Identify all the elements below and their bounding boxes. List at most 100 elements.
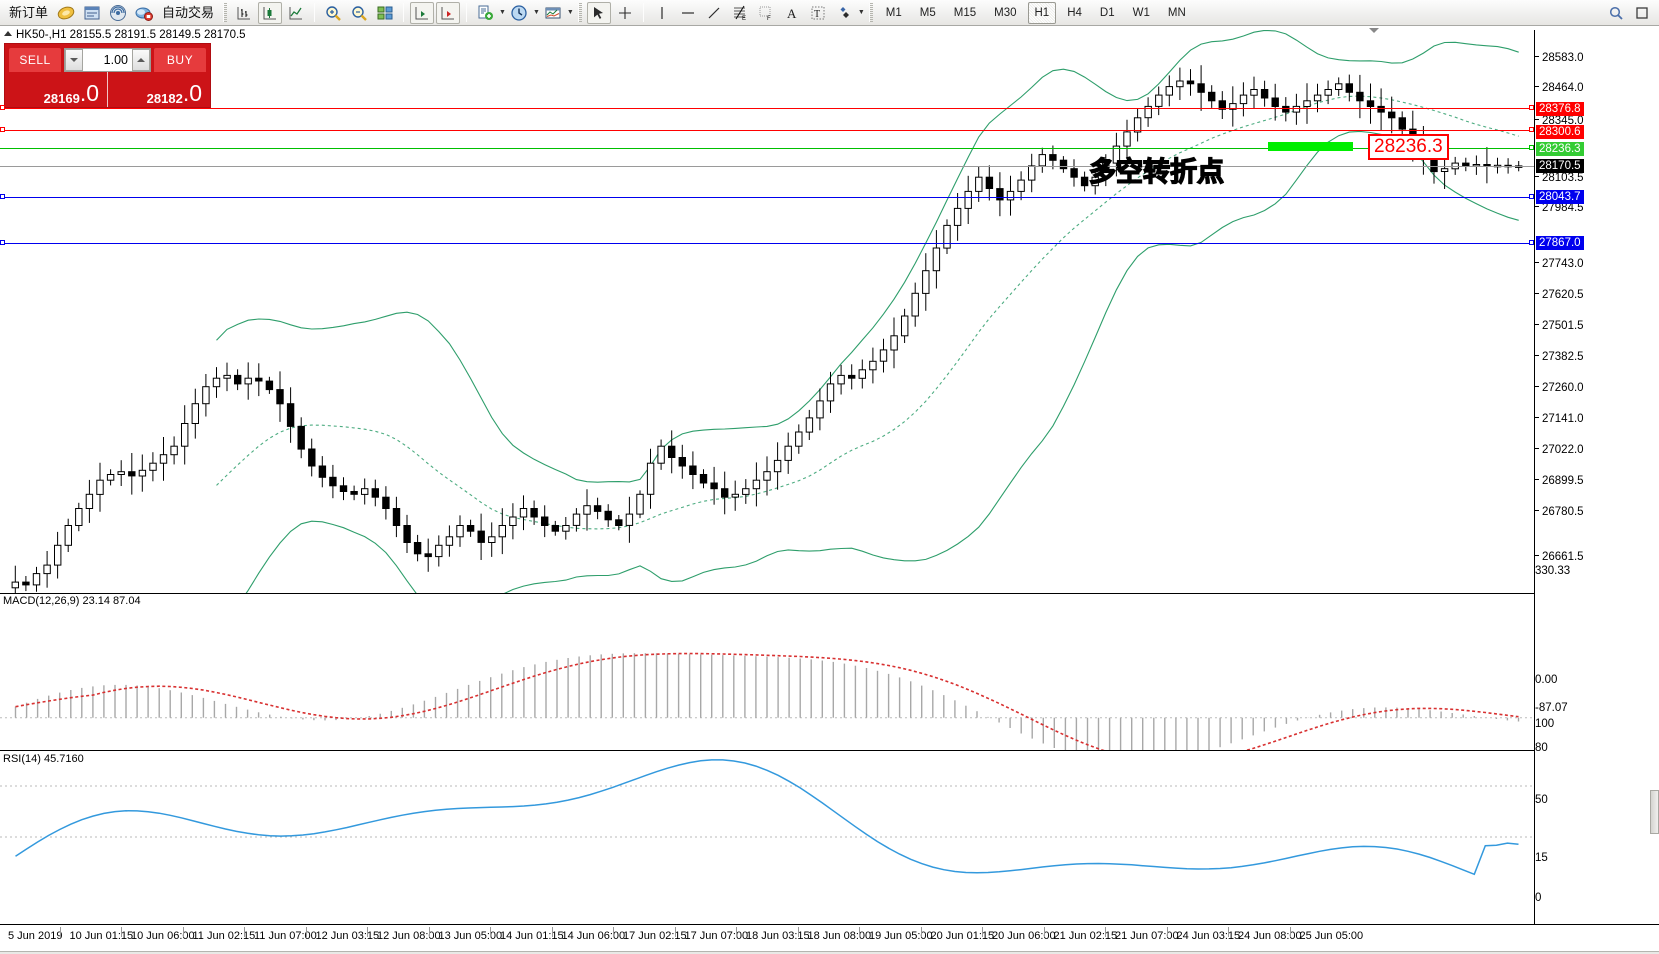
toolbar-separator bbox=[403, 3, 405, 22]
trendline-icon[interactable] bbox=[702, 2, 726, 24]
toolbar-grip[interactable] bbox=[577, 3, 582, 22]
level-line-28376[interactable] bbox=[0, 108, 1534, 109]
price-tick: 27022.0 bbox=[1535, 444, 1584, 456]
time-tick-separator bbox=[1228, 927, 1229, 937]
level-handle-28300[interactable] bbox=[1529, 127, 1534, 132]
level-handle-28376-left[interactable] bbox=[0, 105, 5, 110]
shift-end-icon[interactable] bbox=[410, 1, 435, 24]
timeframe-m30[interactable]: M30 bbox=[994, 6, 1017, 19]
sell-price-fraction: .0 bbox=[79, 80, 99, 106]
timeframe-h4[interactable]: H4 bbox=[1067, 6, 1082, 19]
timeframe-w1[interactable]: W1 bbox=[1132, 6, 1150, 19]
chart-annotation[interactable]: 多空转折点 bbox=[1088, 156, 1224, 188]
chevron-down-icon[interactable]: ▼ bbox=[499, 9, 506, 16]
timeframe-d1[interactable]: D1 bbox=[1099, 6, 1115, 19]
expert-advisor-icon[interactable] bbox=[54, 2, 78, 24]
hline-icon[interactable] bbox=[676, 2, 700, 24]
price-scale[interactable]: 28583.0 28464.0 28345.0 28103.5 27984.5 … bbox=[1534, 30, 1659, 924]
candlestick-chart-icon[interactable] bbox=[258, 1, 283, 24]
price-label-27867[interactable]: 27867.0 bbox=[1536, 236, 1584, 250]
price-tag-28236[interactable]: 28236.3 bbox=[1368, 134, 1449, 160]
level-line-28236[interactable] bbox=[0, 148, 1534, 149]
price-chart-canvas[interactable] bbox=[0, 30, 1534, 593]
timeframe-m15[interactable]: M15 bbox=[953, 6, 977, 19]
toolbar-separator bbox=[642, 3, 644, 22]
level-line-28043[interactable] bbox=[0, 197, 1534, 198]
maximize-icon[interactable] bbox=[1630, 2, 1654, 24]
zoom-in-icon[interactable] bbox=[321, 2, 345, 24]
price-tick: 27984.5 bbox=[1535, 202, 1584, 214]
level-handle-28300-left[interactable] bbox=[0, 127, 5, 132]
macd-tick: -87.07 bbox=[1535, 702, 1568, 714]
one-click-trading-panel: SELL 1.00 BUY 28169.0 28182.0 bbox=[4, 43, 211, 108]
channel-icon[interactable]: F bbox=[754, 2, 778, 24]
rsi-tick: 80 bbox=[1535, 742, 1548, 754]
price-label-28043[interactable]: 28043.7 bbox=[1536, 190, 1584, 204]
chevron-down-icon[interactable]: ▼ bbox=[566, 9, 574, 16]
sell-price-integer: 28169 bbox=[43, 91, 80, 106]
macd-chart-canvas[interactable] bbox=[0, 595, 1534, 750]
buy-button[interactable]: BUY bbox=[154, 47, 206, 72]
time-tick-separator bbox=[1289, 927, 1291, 937]
label-icon[interactable]: T bbox=[806, 2, 830, 24]
cursor-icon[interactable] bbox=[586, 1, 611, 24]
bar-chart-icon[interactable] bbox=[232, 2, 256, 24]
text-icon[interactable]: A bbox=[780, 2, 804, 24]
price-label-28376[interactable]: 28376.8 bbox=[1536, 102, 1584, 116]
price-quotes-row: 28169.0 28182.0 bbox=[5, 72, 210, 107]
timeframe-m5[interactable]: M5 bbox=[919, 6, 936, 19]
new-order-button[interactable]: 新订单 bbox=[9, 4, 49, 20]
fibonacci-icon[interactable]: E bbox=[728, 2, 752, 24]
macd-indicator-label[interactable]: MACD(12,26,9) 23.14 87.04 bbox=[3, 595, 141, 607]
templates-icon[interactable] bbox=[541, 2, 565, 24]
auto-scroll-icon[interactable] bbox=[436, 1, 461, 24]
horizontal-scrollbar[interactable] bbox=[0, 951, 1659, 954]
period-icon[interactable] bbox=[507, 2, 531, 24]
volume-decrease-button[interactable] bbox=[65, 48, 83, 71]
level-handle-28376[interactable] bbox=[1529, 105, 1534, 110]
level-handle-27867-left[interactable] bbox=[0, 240, 5, 245]
rsi-indicator-label[interactable]: RSI(14) 45.7160 bbox=[3, 753, 84, 765]
time-tick-separator bbox=[428, 927, 430, 937]
chevron-down-icon[interactable]: ▼ bbox=[532, 9, 540, 16]
sell-price[interactable]: 28169.0 bbox=[5, 72, 107, 107]
timeframe-m1[interactable]: M1 bbox=[885, 6, 902, 19]
collapse-icon[interactable] bbox=[4, 31, 12, 36]
level-handle-27867[interactable] bbox=[1529, 240, 1534, 245]
time-tick: 24 Jun 08:00 bbox=[1238, 930, 1302, 942]
highlight-bar[interactable] bbox=[1268, 142, 1353, 151]
time-scale[interactable]: 5 Jun 2019 10 Jun 01:15 10 Jun 06:00 11 Jun… bbox=[0, 924, 1659, 954]
level-handle-28043[interactable] bbox=[1529, 194, 1534, 199]
zoom-out-icon[interactable] bbox=[347, 2, 371, 24]
chevron-down-icon[interactable]: ▼ bbox=[857, 9, 865, 16]
level-handle-28043-left[interactable] bbox=[0, 194, 5, 199]
level-handle-28236[interactable] bbox=[1529, 145, 1534, 150]
auto-trading-button[interactable]: 自动交易 bbox=[162, 4, 215, 20]
crosshair-icon[interactable] bbox=[613, 2, 637, 24]
signals-icon[interactable] bbox=[106, 2, 130, 24]
data-window-icon[interactable] bbox=[80, 2, 104, 24]
search-icon[interactable] bbox=[1604, 2, 1628, 24]
volume-input[interactable]: 1.00 bbox=[103, 52, 128, 67]
shapes-icon[interactable] bbox=[832, 2, 856, 24]
volume-stepper[interactable]: 1.00 bbox=[64, 47, 151, 72]
rsi-chart-canvas[interactable] bbox=[0, 752, 1534, 922]
level-line-27867[interactable] bbox=[0, 243, 1534, 244]
timeframe-h1[interactable]: H1 bbox=[1027, 1, 1057, 24]
line-chart-icon[interactable] bbox=[284, 2, 308, 24]
market-icon[interactable] bbox=[132, 2, 156, 24]
level-line-28300[interactable] bbox=[0, 130, 1534, 131]
volume-increase-button[interactable] bbox=[132, 48, 150, 71]
tile-windows-icon[interactable] bbox=[373, 2, 397, 24]
sell-button[interactable]: SELL bbox=[9, 47, 61, 72]
price-label-28300[interactable]: 28300.6 bbox=[1536, 125, 1584, 139]
vertical-scrollbar[interactable] bbox=[1650, 790, 1659, 834]
indicators-icon[interactable] bbox=[473, 2, 497, 24]
chart-collapse-nub[interactable] bbox=[1369, 28, 1379, 33]
toolbar-grip[interactable] bbox=[223, 3, 228, 22]
vline-icon[interactable] bbox=[650, 2, 674, 24]
timeframe-mn[interactable]: MN bbox=[1167, 6, 1186, 19]
toolbar-grip[interactable] bbox=[868, 3, 873, 22]
price-label-28236[interactable]: 28236.3 bbox=[1536, 142, 1584, 156]
buy-price[interactable]: 28182.0 bbox=[108, 72, 210, 107]
